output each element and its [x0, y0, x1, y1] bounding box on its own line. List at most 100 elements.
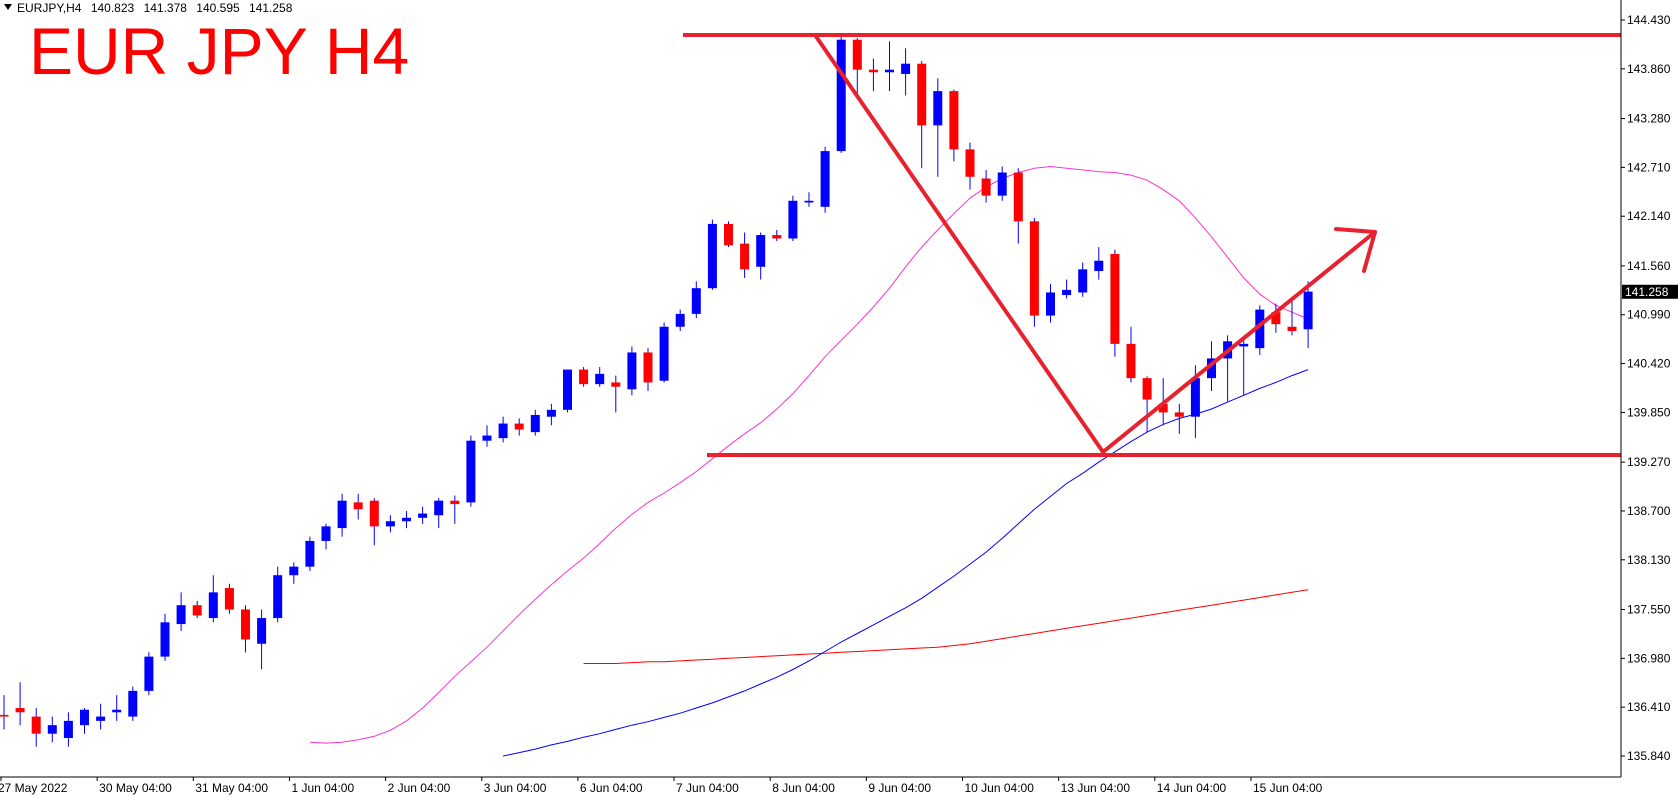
- candle: [498, 416, 508, 443]
- candle: [917, 61, 927, 169]
- candle: [1239, 339, 1249, 396]
- x-tick-label: 10 Jun 04:00: [965, 781, 1035, 795]
- candle-body: [1239, 343, 1249, 347]
- candle-body: [901, 63, 911, 74]
- candle-body: [933, 91, 943, 126]
- candle-body: [321, 526, 331, 541]
- candle-body: [144, 656, 154, 691]
- candle: [724, 221, 733, 248]
- candle-body: [820, 151, 830, 207]
- candle-body: [772, 235, 782, 239]
- candle-body: [530, 414, 540, 433]
- x-tick-label: 31 May 04:00: [195, 781, 268, 795]
- candle-body: [176, 605, 186, 625]
- candle-body: [1062, 289, 1072, 296]
- candle-body: [1158, 403, 1168, 413]
- high-value: 141.378: [143, 1, 187, 15]
- x-tick-label: 6 Jun 04:00: [580, 781, 643, 795]
- x-tick-label: 3 Jun 04:00: [484, 781, 547, 795]
- y-tick-label: 139.850: [1627, 405, 1671, 419]
- candle: [305, 536, 315, 571]
- moving-averages: [309, 165, 1309, 757]
- candle: [514, 418, 524, 436]
- candle: [0, 695, 9, 730]
- candle: [128, 686, 138, 721]
- candle: [1094, 247, 1104, 280]
- candle: [31, 708, 41, 747]
- candle-body: [434, 500, 444, 516]
- candle-body: [852, 39, 862, 70]
- candle-body: [257, 618, 267, 644]
- candle: [981, 169, 991, 203]
- y-tick-label: 139.270: [1627, 455, 1671, 469]
- candle: [208, 575, 218, 623]
- candle-body: [724, 223, 733, 246]
- candle: [482, 425, 492, 447]
- candle: [466, 435, 476, 507]
- candle: [1223, 335, 1233, 402]
- candle-body: [1126, 343, 1136, 379]
- y-tick-label: 143.280: [1627, 112, 1671, 126]
- candle: [176, 592, 186, 631]
- candle: [579, 367, 589, 387]
- candle: [563, 369, 572, 413]
- y-tick-label: 138.130: [1627, 553, 1671, 567]
- candle-body: [112, 709, 122, 713]
- candle-body: [15, 708, 25, 713]
- candle: [659, 322, 669, 383]
- candle: [1078, 262, 1088, 297]
- x-tick-label: 7 Jun 04:00: [676, 781, 739, 795]
- candle-body: [466, 440, 476, 503]
- candle: [1046, 283, 1055, 323]
- current-price-label: 141.258: [1625, 285, 1669, 299]
- candle-body: [1046, 292, 1055, 316]
- x-tick-label: 15 Jun 04:00: [1253, 781, 1323, 795]
- candle: [289, 562, 299, 584]
- candle: [836, 35, 846, 153]
- open-value: 140.823: [90, 1, 135, 15]
- candle: [1013, 168, 1023, 244]
- candle: [546, 403, 556, 426]
- current-price-badge: [1622, 284, 1678, 299]
- candle-body: [192, 605, 202, 616]
- candle-body: [1142, 378, 1152, 400]
- candle: [1110, 249, 1120, 357]
- candle-body: [305, 540, 315, 567]
- candle-body: [756, 235, 766, 267]
- candle-body: [949, 91, 959, 150]
- candle: [627, 346, 637, 396]
- x-tick-label: 13 Jun 04:00: [1061, 781, 1131, 795]
- close-value: 141.258: [249, 1, 293, 15]
- candle-body: [482, 435, 492, 441]
- candle-body: [1029, 221, 1039, 316]
- y-tick-label: 140.990: [1627, 308, 1671, 322]
- candle: [1029, 217, 1039, 327]
- candle: [369, 498, 379, 546]
- candle-body: [595, 373, 605, 385]
- candle-body: [80, 709, 89, 726]
- x-tick-label: 27 May 2022: [0, 781, 68, 795]
- y-tick-label: 143.860: [1627, 62, 1671, 76]
- candle-body: [1207, 358, 1216, 379]
- candle: [740, 232, 750, 278]
- candle-body: [659, 326, 669, 381]
- up-trend-arrow-shaft: [1101, 230, 1377, 454]
- x-tick-label: 8 Jun 04:00: [772, 781, 835, 795]
- candle-body: [1078, 269, 1088, 293]
- candle: [96, 703, 106, 730]
- candle-body: [241, 609, 250, 640]
- candle-body: [965, 149, 975, 177]
- candle: [273, 566, 283, 623]
- candle-body: [675, 313, 685, 327]
- candle: [1174, 403, 1184, 434]
- candle: [949, 89, 959, 162]
- candle-body: [450, 500, 460, 505]
- candle: [1303, 281, 1313, 349]
- candles: [0, 35, 1313, 747]
- y-tick-label: 136.980: [1627, 651, 1671, 665]
- candle: [933, 78, 943, 177]
- dropdown-triangle-icon[interactable]: [4, 4, 12, 10]
- candle-body: [224, 588, 234, 610]
- candle-body: [788, 200, 798, 239]
